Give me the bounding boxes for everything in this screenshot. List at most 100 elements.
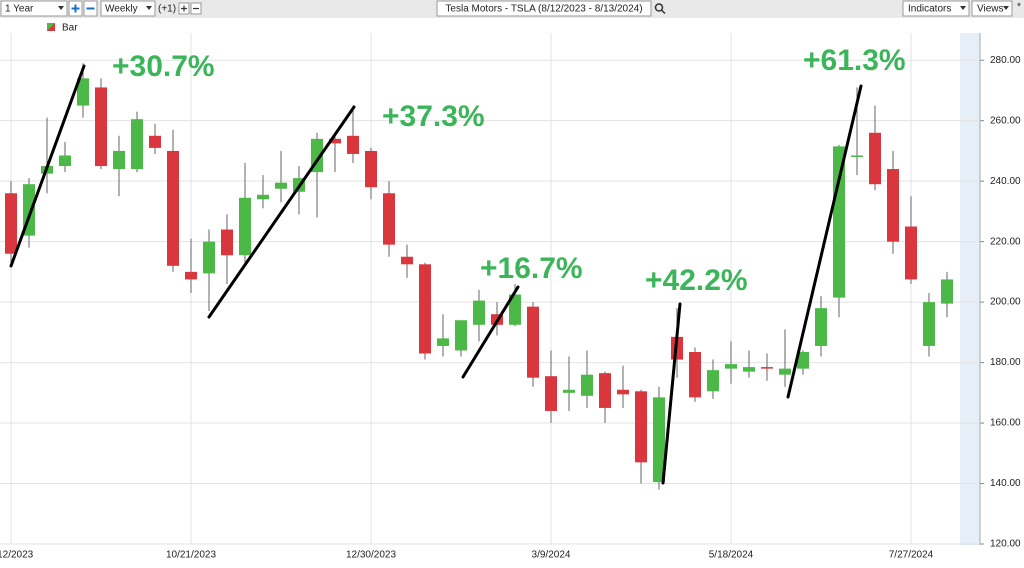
candle-body [815,308,827,346]
candle-body [239,197,251,256]
search-icon-handle [660,9,666,15]
candle-body [149,135,161,148]
candle-body [581,374,593,396]
candle-body [383,193,395,245]
candle-body [5,193,17,254]
dropdown-arrow [58,6,64,10]
views-button[interactable] [971,0,1013,17]
x-tick-label: 8/12/2023 [0,550,34,561]
candle-body [437,338,449,346]
candle-body [923,302,935,346]
y-tick-label: 260.00 [990,115,1021,126]
legend-label: Bar [62,23,78,34]
dropdown-arrow [960,6,966,10]
candle-body [905,226,917,280]
annotation: +16.7% [480,252,583,285]
annotation: +30.7% [112,50,215,83]
trend-line [9,64,86,268]
candle-body [797,351,809,369]
candle-body [761,367,773,369]
candle-body [617,389,629,395]
x-tick-label: 3/9/2024 [532,550,571,561]
candle-body [401,256,413,265]
annotation: +42.2% [645,264,748,297]
symbol-title: Tesla Motors - TSLA (8/12/2023 - 8/13/20… [445,4,642,15]
y-tick-label: 240.00 [990,176,1021,187]
x-tick-label: 12/30/2023 [346,550,396,561]
candle-body [365,150,377,188]
candle-body [941,279,953,304]
candle-body [779,368,791,375]
candle-body [833,146,845,298]
candle-body [167,150,179,266]
candle-body [869,132,881,185]
period-label: 1 Year [5,4,34,15]
candle-body [275,182,287,189]
views-pin: * [1017,2,1021,13]
offset-label: (+1) [158,4,176,15]
candle-body [131,119,143,170]
grid [0,33,984,545]
trend-line [461,285,520,379]
candle-body [113,150,125,170]
candle-body [563,389,575,393]
period-select[interactable] [0,0,68,17]
symbol-box[interactable] [436,0,652,17]
candle-body [77,78,89,106]
x-tick-label: 5/18/2024 [709,550,754,561]
annotations: +30.7% +37.3% +16.7% +42.2% +61.3% [112,44,906,297]
trend-line [207,105,356,319]
candle-body [653,397,665,483]
indicators-button[interactable] [902,0,970,17]
y-tick-label: 120.00 [990,539,1021,550]
candle-body [455,320,467,351]
plus-icon [71,4,80,13]
search-icon[interactable] [654,3,664,12]
candle-body [599,373,611,408]
annotation: +61.3% [803,44,906,77]
indicators-label: Indicators [908,4,951,15]
candle-body [887,169,899,242]
toolbar-controls: 1 Year Weekly (+1) Tesla Motors - TSLA (… [0,0,1021,17]
views-label: Views [977,4,1004,15]
dropdown-arrow [146,6,152,10]
interval-select[interactable] [100,0,156,17]
candle-body [203,241,215,274]
candle-body [707,370,719,392]
x-tick-label: 7/27/2024 [889,550,934,561]
interval-label: Weekly [105,4,138,15]
candle-body [743,367,755,372]
y-tick-label: 280.00 [990,55,1021,66]
y-tick-label: 140.00 [990,478,1021,489]
y-tick-label: 180.00 [990,357,1021,368]
candle-body [59,155,71,167]
candle-body [527,306,539,378]
candle-body [635,391,647,463]
y-tick-label: 160.00 [990,418,1021,429]
candle-body [185,271,197,280]
trend-lines [9,64,863,485]
x-tick-label: 10/21/2023 [166,550,216,561]
dropdown-arrow [1003,6,1009,10]
candle-body [329,138,341,144]
candle-body [419,264,431,354]
candle-body [95,87,107,167]
candle-body [221,229,233,256]
candle-body [689,351,701,398]
future-area [960,33,980,545]
candle-body [347,135,359,154]
y-tick-label: 200.00 [990,297,1021,308]
candle-body [545,376,557,411]
candle-body [473,300,485,325]
plus-icon [181,5,187,12]
legend-icon-down [47,23,55,31]
candle-body [851,155,863,157]
candles [5,63,953,490]
annotation: +37.3% [382,100,485,133]
candle-body [257,194,269,200]
candle-body [725,364,737,369]
candle-body [509,294,521,325]
trend-line [786,84,863,399]
y-tick-label: 220.00 [990,236,1021,247]
